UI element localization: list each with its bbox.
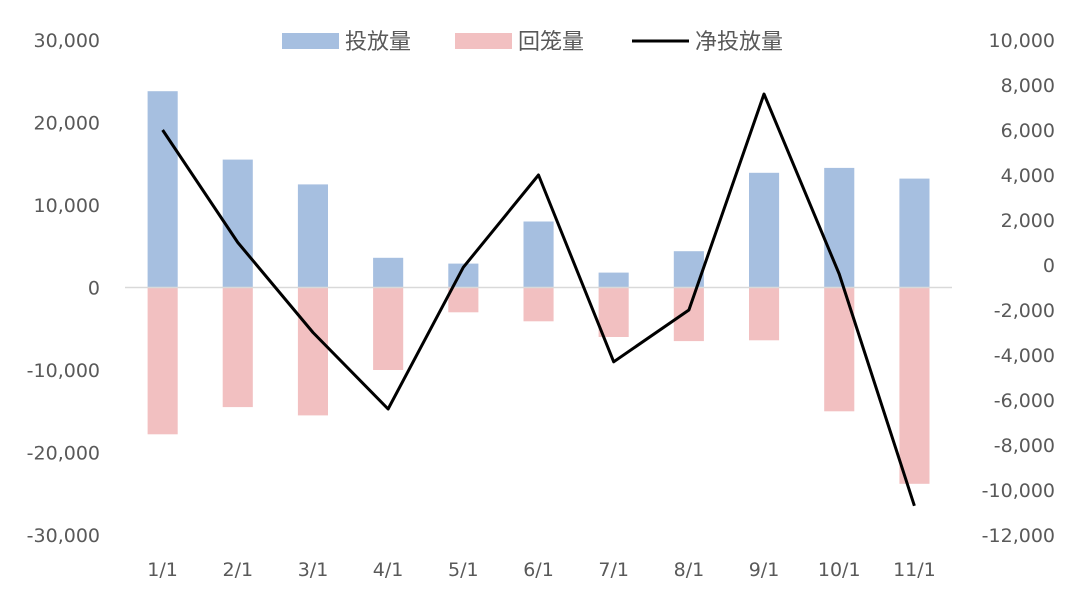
bar-inflow-3 [297, 184, 328, 288]
right-y-tick-label: 4,000 [1001, 165, 1055, 187]
x-tick-label: 5/1 [448, 559, 479, 581]
right-y-tick-label: 8,000 [1001, 75, 1055, 97]
bar-inflow-7 [598, 272, 629, 288]
right-y-tick-label: -2,000 [994, 300, 1055, 322]
legend-swatch-2 [455, 33, 512, 49]
bar-outflow-9 [749, 287, 780, 341]
x-tick-label: 6/1 [523, 559, 554, 581]
left-y-tick-label: 20,000 [34, 113, 100, 135]
x-tick-label: 10/1 [818, 559, 861, 581]
left-axis-ticks: 30,000 20,000 10,000 0 -10,000 -20,000 -30,000 [27, 30, 100, 547]
bar-inflow-9 [749, 172, 780, 288]
right-y-tick-label: 0 [1043, 255, 1055, 277]
bar-outflow-7 [598, 287, 629, 337]
bar-inflow-10 [824, 167, 855, 288]
bar-inflow-6 [523, 221, 554, 288]
x-tick-label: 9/1 [749, 559, 780, 581]
right-y-tick-label: 10,000 [989, 30, 1055, 52]
bar-outflow-4 [373, 287, 404, 370]
left-y-tick-label: -10,000 [27, 360, 100, 382]
bar-outflow-2 [222, 287, 253, 408]
x-tick-label: 7/1 [598, 559, 629, 581]
left-y-tick-label: 10,000 [34, 195, 100, 217]
bar-outflow-5 [448, 287, 479, 313]
bar-outflow-8 [673, 287, 704, 342]
x-tick-label: 11/1 [893, 559, 936, 581]
bar-outflow-1 [147, 287, 178, 435]
legend-swatch-1 [282, 33, 339, 49]
right-y-tick-label: 2,000 [1001, 210, 1055, 232]
right-axis-ticks: 10,000 8,000 6,000 4,000 2,000 0 -2,000 -4,000 -… [982, 30, 1055, 547]
bar-outflow-11 [899, 287, 930, 484]
right-y-tick-label: -6,000 [994, 390, 1055, 412]
right-y-tick-label: -12,000 [982, 525, 1055, 547]
left-y-tick-label: -30,000 [27, 525, 100, 547]
left-y-tick-label: -20,000 [27, 443, 100, 465]
bar-outflow-6 [523, 287, 554, 322]
x-tick-label: 1/1 [147, 559, 178, 581]
x-tick-label: 3/1 [298, 559, 329, 581]
bar-inflow-1 [147, 91, 178, 288]
right-y-tick-label: -4,000 [994, 345, 1055, 367]
right-y-tick-label: -8,000 [994, 435, 1055, 457]
bar-inflow-4 [373, 257, 404, 288]
bar-inflow-2 [222, 159, 253, 288]
x-tick-label: 2/1 [223, 559, 254, 581]
line-layer [161, 92, 916, 507]
x-tick-label: 4/1 [373, 559, 404, 581]
x-ticks-group: 1/1 2/1 3/1 4/1 5/1 6/1 7/1 8/1 9/1 10/1 11/1 [147, 559, 935, 581]
legend-label-3: 净投放量 [695, 30, 783, 55]
bar-outflow-3 [297, 287, 328, 416]
left-y-tick-label: 30,000 [34, 30, 100, 52]
bar-inflow-11 [899, 178, 930, 288]
x-tick-label: 8/1 [674, 559, 705, 581]
legend-label-2: 回笼量 [518, 30, 584, 55]
right-y-tick-label: 6,000 [1001, 120, 1055, 142]
legend-label-1: 投放量 [345, 30, 411, 55]
bars-group [147, 91, 930, 484]
legend: 投放量 回笼量 净投放量 [282, 30, 783, 55]
right-y-tick-label: -10,000 [982, 480, 1055, 502]
left-y-tick-label: 0 [88, 278, 100, 300]
